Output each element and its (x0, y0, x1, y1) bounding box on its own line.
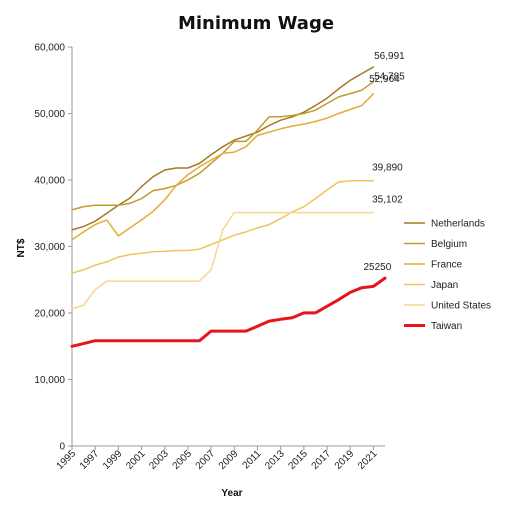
x-tick-label: 2017 (310, 448, 334, 472)
legend-label: France (431, 260, 463, 271)
chart-title: Minimum Wage (178, 13, 334, 34)
data-label: 25250 (364, 262, 392, 273)
x-tick-label: 2005 (171, 448, 195, 472)
x-tick-label: 2003 (147, 448, 171, 472)
x-tick-label: 2013 (263, 448, 287, 472)
x-tick-label: 1995 (55, 448, 79, 472)
series-line-netherlands (71, 66, 375, 231)
series-line-japan (71, 179, 375, 274)
y-tick-label: 30,000 (34, 242, 65, 253)
legend-label: United States (431, 301, 491, 312)
legend-label: Netherlands (431, 219, 485, 230)
x-tick-label: 2011 (241, 448, 264, 471)
y-tick-label: 10,000 (34, 375, 65, 386)
y-axis-label: NT$ (16, 238, 27, 257)
x-tick-label: 2019 (333, 448, 357, 472)
y-tick-label: 0 (59, 442, 65, 453)
series-line-taiwan (70, 276, 387, 348)
legend: Netherlands Belgium France Japan United Stat… (404, 219, 491, 332)
x-tick-label: 2021 (356, 448, 380, 472)
series-line-united-states (71, 211, 375, 310)
data-label: 54,785 (374, 72, 405, 83)
x-axis-label: Year (221, 488, 242, 499)
x-tick-label: 2001 (124, 448, 148, 472)
x-tick-label: 1999 (101, 448, 125, 472)
x-tick-label: 2007 (194, 448, 218, 472)
x-tick-label: 2009 (217, 448, 241, 472)
data-label: 39,890 (372, 163, 403, 174)
y-tick-label: 60,000 (34, 43, 65, 54)
x-tick-label: 2015 (286, 448, 310, 472)
series-line-belgium (71, 80, 375, 211)
plot-area: 0 10,000 20,000 30,000 40,000 50,000 60,000 199… (34, 43, 405, 472)
data-label: 56,991 (374, 51, 405, 62)
legend-label: Taiwan (431, 321, 462, 332)
data-label: 52,964 (369, 74, 400, 85)
y-tick-label: 40,000 (34, 176, 65, 187)
y-tick-label: 50,000 (34, 109, 65, 120)
y-tick-label: 20,000 (34, 309, 65, 320)
x-tick-label: 1997 (78, 448, 102, 472)
series-line-france (71, 93, 375, 241)
legend-label: Japan (431, 280, 458, 291)
data-label: 35,102 (372, 195, 403, 206)
legend-label: Belgium (431, 239, 467, 250)
